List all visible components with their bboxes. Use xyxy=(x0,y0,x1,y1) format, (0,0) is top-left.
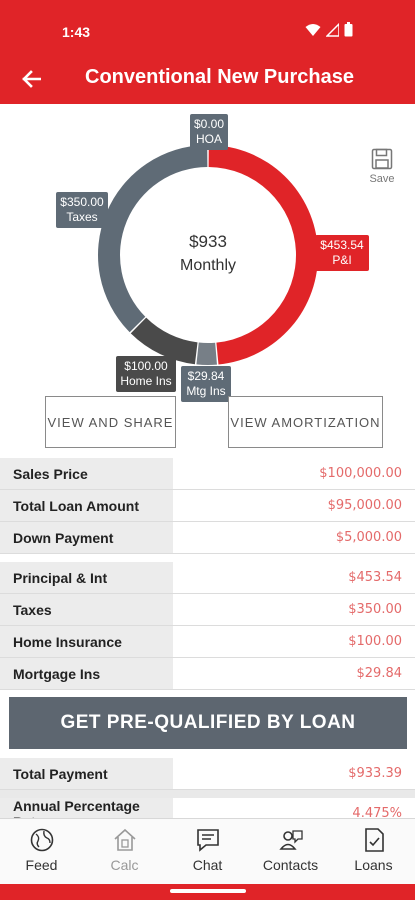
row-value: $453.54 xyxy=(173,562,415,593)
table-row: Down Payment $5,000.00 xyxy=(0,522,415,554)
hoa-tag: $0.00 HOA xyxy=(190,114,228,150)
nav-item-chat[interactable]: Chat xyxy=(166,819,249,884)
table-row: Total Loan Amount $95,000.00 xyxy=(0,490,415,522)
view-and-share-button[interactable]: VIEW AND SHARE xyxy=(45,396,176,448)
chat-icon xyxy=(196,829,219,852)
row-label: Total Loan Amount xyxy=(0,490,173,521)
signal-icon xyxy=(326,22,339,37)
row-label: Home Insurance xyxy=(0,626,173,657)
save-button[interactable]: Save xyxy=(362,148,402,185)
status-time: 1:43 xyxy=(62,24,91,40)
table-row: Sales Price $100,000.00 xyxy=(0,458,415,490)
floppy-disk-icon xyxy=(371,148,393,170)
nav-label: Contacts xyxy=(262,857,319,873)
row-value: $5,000.00 xyxy=(173,522,415,553)
battery-icon xyxy=(344,22,353,37)
nav-label: Calc xyxy=(110,857,139,873)
table-row: Taxes $350.00 xyxy=(0,594,415,626)
row-value: $29.84 xyxy=(173,658,415,689)
donut-slice-mtg-ins xyxy=(196,342,217,365)
loans-icon xyxy=(364,828,384,852)
nav-item-calc[interactable]: Calc xyxy=(83,819,166,884)
donut-slice-p-i xyxy=(208,145,318,365)
payment-donut-chart xyxy=(97,145,318,365)
donut-slice-home-ins xyxy=(130,317,198,365)
nav-item-feed[interactable]: Feed xyxy=(0,819,83,884)
get-prequalified-button[interactable]: GET PRE-QUALIFIED BY LOAN xyxy=(9,697,407,749)
wifi-icon xyxy=(305,23,321,36)
home-ins-tag: $100.00 Home Ins xyxy=(116,356,176,392)
bottom-nav: Feed Calc Chat Contacts Loans xyxy=(0,818,415,884)
globe-icon xyxy=(30,828,53,852)
pi-tag-value: $453.54 xyxy=(320,238,364,252)
app-header: 1:43 Conventional New Purchase xyxy=(0,0,415,104)
taxes-tag: $350.00 Taxes xyxy=(56,192,108,228)
chart-center-label: Monthly xyxy=(179,257,237,274)
page-title: Conventional New Purchase xyxy=(85,66,354,88)
table-row: Total Payment $933.39 xyxy=(0,758,415,790)
status-icons xyxy=(305,22,353,37)
hoa-tag-label: HOA xyxy=(195,132,222,146)
hoa-tag-value: $0.00 xyxy=(194,117,225,131)
row-value: $933.39 xyxy=(173,758,415,789)
chart-center-value: $933 xyxy=(189,232,227,251)
home-indicator xyxy=(170,889,246,893)
row-label: Total Payment xyxy=(0,758,173,789)
table-row: Mortgage Ins $29.84 xyxy=(0,658,415,690)
mtg-ins-tag: $29.84 Mtg Ins xyxy=(181,366,231,402)
payment-breakdown-table: Principal & Int $453.54 Taxes $350.00 Ho… xyxy=(0,562,415,690)
nav-label: Chat xyxy=(192,857,223,873)
table-row: Home Insurance $100.00 xyxy=(0,626,415,658)
mtg-ins-tag-label: Mtg Ins xyxy=(186,384,226,398)
row-value: $100,000.00 xyxy=(173,458,415,489)
row-value: $95,000.00 xyxy=(173,490,415,521)
taxes-tag-value: $350.00 xyxy=(60,195,104,209)
payment-chart-area: $933 Monthly $0.00 HOA $350.00 Taxes $45… xyxy=(0,104,415,456)
row-value: $100.00 xyxy=(173,626,415,657)
loan-summary-table: Sales Price $100,000.00 Total Loan Amoun… xyxy=(0,458,415,554)
save-label: Save xyxy=(369,173,395,185)
row-label: Taxes xyxy=(0,594,173,625)
row-label: Sales Price xyxy=(0,458,173,489)
mtg-ins-tag-value: $29.84 xyxy=(187,369,225,383)
home-ins-tag-value: $100.00 xyxy=(124,359,168,373)
arrow-left-icon xyxy=(22,70,41,88)
pi-tag-label: P&I xyxy=(332,253,352,267)
nav-item-loans[interactable]: Loans xyxy=(332,819,415,884)
row-label: Mortgage Ins xyxy=(0,658,173,689)
contacts-icon xyxy=(278,830,303,850)
view-amortization-button[interactable]: VIEW AMORTIZATION xyxy=(228,396,383,448)
taxes-tag-label: Taxes xyxy=(66,210,98,224)
pi-tag: $453.54 P&I xyxy=(315,235,369,271)
home-ins-tag-label: Home Ins xyxy=(120,374,172,388)
row-value: $350.00 xyxy=(173,594,415,625)
table-row: Principal & Int $453.54 xyxy=(0,562,415,594)
row-label: Principal & Int xyxy=(0,562,173,593)
donut-slice-taxes xyxy=(97,145,208,333)
back-button[interactable] xyxy=(14,62,48,96)
home-calc-icon xyxy=(113,828,136,851)
nav-label: Loans xyxy=(354,857,393,873)
row-label: Down Payment xyxy=(0,522,173,553)
nav-item-contacts[interactable]: Contacts xyxy=(249,819,332,884)
nav-label: Feed xyxy=(25,857,58,873)
